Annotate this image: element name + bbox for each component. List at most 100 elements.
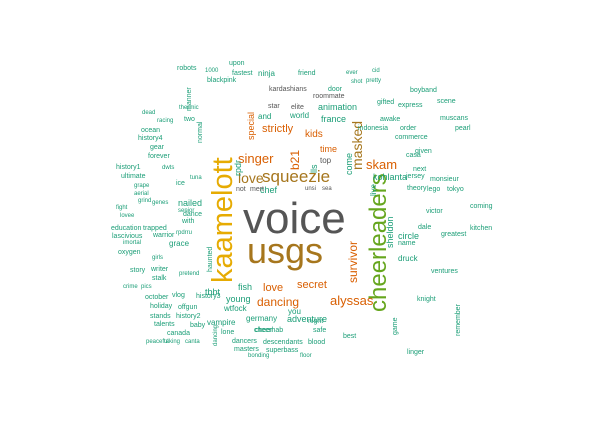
word-night: night [308,318,324,325]
word-ventures: ventures [431,268,458,275]
word-descendants: descendants [263,339,303,346]
word-squeezie: squeezie [262,167,331,186]
word-next: next [413,166,427,173]
word-october: october [145,294,169,301]
word-casa: casa [406,152,421,159]
word-elite: elite [291,104,304,111]
word-you: you [288,307,301,316]
word-monsieur: monsieur [430,176,459,183]
word-canta: canta [185,339,200,345]
word-germany: germany [246,314,278,323]
word-game: game [392,317,399,335]
word-haunted: haunted [207,246,214,272]
word-ultimate: ultimate [121,173,146,180]
word-two: two [184,116,195,123]
word-lego: lego [427,186,441,193]
word-senior: senior [178,208,195,214]
word-best: best [343,333,357,340]
word-adventure: adventure [287,314,328,324]
word-greatest: greatest [441,231,467,238]
word-awake: awake [380,116,401,123]
word-special: special [246,111,256,140]
word-commerce: commerce [395,134,428,141]
word-france: france [321,114,347,124]
word-crime: crime [123,284,138,290]
word-history2: history2 [176,313,201,320]
word-history4: history4 [138,135,163,142]
word-fish: fish [238,282,253,292]
word-knight: knight [417,296,436,303]
word-time: time [320,144,338,154]
word-ice: ice [176,180,185,187]
word-history3: history3 [196,293,221,300]
word-1000: 1000 [205,68,219,74]
word-survivor: survivor [346,240,360,283]
word-kardashians: kardashians [269,86,307,93]
word-lone: lone [221,329,235,336]
word-top: top [320,156,332,165]
word-b21: b21 [288,149,302,170]
word-roommate: roommate [313,93,345,100]
word-peaceful: peaceful [146,339,169,345]
word-blood: blood [308,339,326,346]
word-normal: normal [197,121,204,143]
word-name: name [398,240,416,247]
word-boyband: boyband [410,87,437,94]
word-secret: secret [297,279,327,291]
word-cheerhab: cheerhab [254,327,284,334]
word-fastest: fastest [232,70,253,77]
word-chef: chef [260,185,278,195]
word-singer: singer [238,151,274,166]
word-circle: circle [398,231,420,241]
word-friend: friend [298,70,316,77]
word-not: not [236,186,246,193]
word-pearl: pearl [455,125,471,132]
word-warrior: warrior [153,232,175,239]
word-girls: girls [152,255,164,261]
word-given: given [415,148,432,155]
word-aerial: aerial [134,191,149,197]
word-offgun: offgun [178,304,198,311]
word-love-2: love [263,282,284,294]
word-dale: dale [418,224,432,231]
word-stalk: stalk [152,275,167,282]
word-education: education [111,225,142,232]
word-grace: grace [169,239,190,248]
word-mert: mert [250,186,264,193]
word-druck: druck [398,254,418,263]
word-gear: gear [150,144,165,151]
word-young: young [226,294,251,304]
word-come: come [344,152,354,175]
word-tuna: tuna [190,175,202,181]
word-blackpink: blackpink [207,77,237,84]
word-animation: animation [318,102,358,112]
word-holiday: holiday [150,303,173,310]
word-superbass: superbass [266,347,299,354]
word-jersey: jersey [406,173,425,180]
word-theory: theory [407,185,427,192]
word-history1: history1 [116,164,141,171]
word-dwts: dwts [162,165,175,171]
word-baby: baby [190,322,206,329]
word-dancers: dancers [232,338,257,345]
word-kohlanta: kohlanta [373,172,408,182]
word-writer: writer [151,266,169,273]
word-grind: grind [138,198,152,204]
word-cheer: cheer [255,327,273,334]
word-door: door [328,86,343,93]
word-usgs: usgs [247,230,324,271]
word-muscans: muscans [440,115,469,122]
word-tbbt: tbbt [205,287,221,297]
word-cid: cid [372,68,380,74]
word-taking: taking [164,339,181,345]
word-dancing: dancing [257,295,300,309]
word-dance: dance [183,211,203,218]
word-order: order [400,125,417,132]
word-racing: racing [157,118,174,124]
word-lls: lls [309,164,319,174]
word-pretend: pretend [179,271,200,277]
word-and: and [258,112,272,121]
word-unsi: unsi [305,186,317,192]
word-skam: skam [366,157,398,172]
